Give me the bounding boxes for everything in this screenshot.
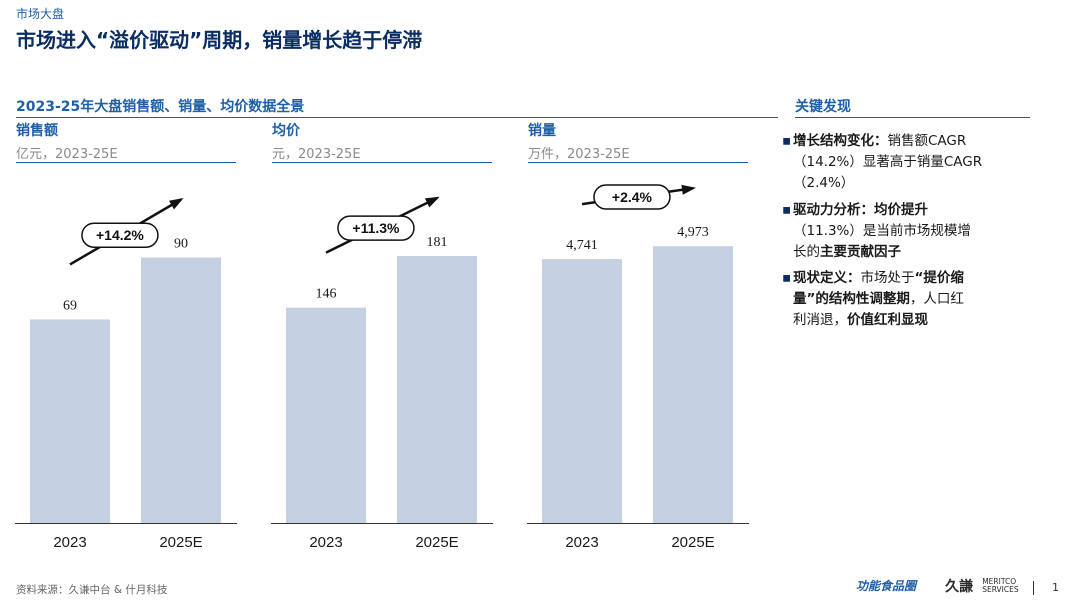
bullet-icon: ▪ [782, 202, 792, 218]
growth-rate-sales: +14.2% [96, 227, 144, 243]
bar-price-2023 [286, 307, 366, 523]
metric-divider-price [272, 162, 492, 163]
growth-arrow-head-icon-volume [681, 184, 696, 195]
finding-item: ▪ 现状定义：市场处于“提价缩 量”的结构性调整期，人口红 利消退，价值红利显现 [782, 268, 1044, 331]
metric-divider-sales [16, 162, 236, 163]
meritco-logo: MERITCO SERVICES [982, 576, 1019, 594]
meritco-line-2: SERVICES [982, 584, 1019, 594]
data-label-volume-2025E: 4,973 [677, 225, 709, 240]
finding-text: ，人口红 [909, 291, 964, 307]
data-label-sales-2023: 69 [63, 298, 77, 313]
finding-head: 现状定义： [793, 270, 861, 286]
finding-highlight: 主要贡献因子 [820, 244, 901, 260]
logo-group: 功能食品圈 久謙 MERITCO SERVICES [856, 575, 1019, 599]
growth-arrow-head-icon-sales [168, 197, 184, 210]
finding-item: ▪ 驱动力分析：均价提升 （11.3%）是当前市场规模增 长的主要贡献因子 [782, 200, 1044, 263]
tick-label-volume-2025E: 2025E [671, 534, 714, 551]
bar-volume-2023 [542, 259, 622, 523]
page-number: 1 [1052, 581, 1059, 594]
metric-title-sales: 销售额 [16, 123, 58, 139]
bar-sales-2023 [30, 319, 110, 523]
tick-label-sales-2025E: 2025E [159, 534, 202, 551]
functional-food-logo: 功能食品圈 [856, 579, 917, 593]
bar-volume-2025E [653, 246, 733, 524]
bar-price-2025E [397, 256, 477, 523]
breadcrumb: 市场大盘 [16, 7, 65, 21]
data-label-price-2025E: 181 [427, 235, 448, 250]
finding-text: 利消退， [793, 312, 847, 328]
finding-head: 驱动力分析：均价提升 [793, 202, 928, 218]
finding-highlight: “提价缩 [914, 270, 964, 286]
finding-highlight: 量”的结构性调整期 [793, 291, 910, 307]
page-title: 市场进入“溢价驱动”周期，销量增长趋于停滞 [16, 28, 423, 52]
metric-unit-sales: 亿元，2023-25E [16, 147, 118, 162]
section-divider [16, 117, 778, 118]
tick-label-price-2023: 2023 [309, 534, 342, 551]
finding-text: 长的 [793, 244, 820, 260]
findings-divider [795, 117, 1030, 118]
metric-unit-volume: 万件，2023-25E [528, 147, 630, 162]
findings-title: 关键发现 [795, 99, 851, 115]
data-label-volume-2023: 4,741 [566, 238, 598, 253]
finding-text: （14.2%）显著高于销量CAGR [793, 154, 983, 170]
finding-text: 销售额CAGR [887, 133, 967, 149]
meritco-line-1: MERITCO [982, 576, 1017, 586]
tick-label-sales-2023: 2023 [53, 534, 86, 551]
page-separator [1033, 581, 1034, 595]
tick-label-volume-2023: 2023 [565, 534, 598, 551]
finding-head: 增长结构变化： [793, 133, 888, 149]
bullet-icon: ▪ [782, 270, 792, 286]
metric-title-volume: 销量 [528, 123, 556, 139]
data-label-sales-2025E: 90 [174, 237, 188, 252]
metric-divider-volume [528, 162, 748, 163]
growth-rate-price: +11.3% [352, 220, 400, 236]
data-label-price-2023: 146 [316, 287, 337, 302]
finding-text: （11.3%）是当前市场规模增 [793, 223, 971, 239]
growth-badge-volume [593, 184, 671, 210]
tick-label-price-2025E: 2025E [415, 534, 458, 551]
growth-badge-price [337, 215, 415, 241]
bullet-icon: ▪ [782, 133, 792, 149]
finding-text: 市场处于 [860, 270, 915, 286]
section-title: 2023-25年大盘销售额、销量、均价数据全景 [16, 99, 305, 115]
jiuqian-logo: 久謙 [945, 578, 974, 595]
metric-unit-price: 元，2023-25E [272, 147, 361, 162]
growth-rate-volume: +2.4% [612, 189, 653, 205]
growth-arrow-head-icon-price [424, 196, 440, 208]
bar-sales-2025E [141, 257, 221, 523]
finding-item: ▪ 增长结构变化：销售额CAGR （14.2%）显著高于销量CAGR （2.4%） [782, 131, 1044, 194]
metric-title-price: 均价 [272, 123, 300, 139]
finding-highlight: 价值红利显现 [847, 312, 928, 328]
finding-text: （2.4%） [793, 175, 855, 191]
source-note: 资料来源：久谦中台 & 什月科技 [16, 584, 168, 596]
growth-badge-sales [81, 222, 159, 248]
